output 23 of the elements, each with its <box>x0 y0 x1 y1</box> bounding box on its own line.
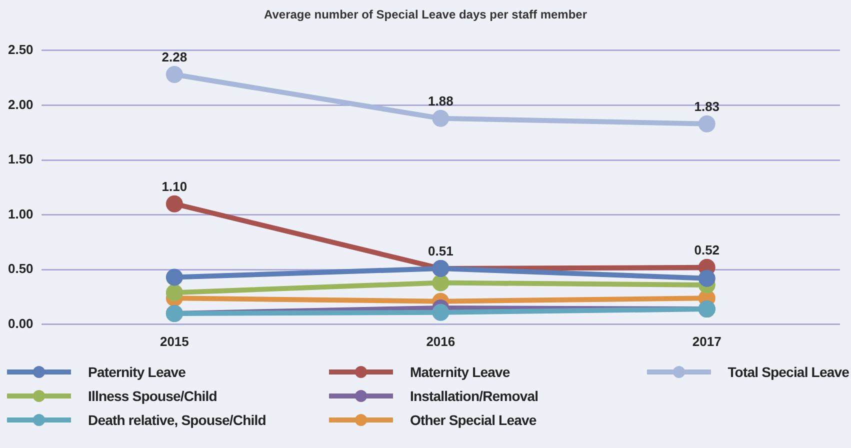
x-tick-label: 2015 <box>160 334 189 349</box>
legend-label: Total Special Leave <box>728 364 849 380</box>
x-tick-label: 2016 <box>426 334 456 349</box>
legend-label: Installation/Removal <box>410 388 538 404</box>
data-label: 0.52 <box>694 242 720 258</box>
y-tick-label: 2.50 <box>8 42 34 57</box>
legend-label: Maternity Leave <box>410 364 510 380</box>
legend-label: Other Special Leave <box>410 412 536 428</box>
y-tick-label: 2.00 <box>8 96 34 112</box>
y-tick-label: 0.00 <box>8 316 34 331</box>
legend-label: Illness Spouse/Child <box>88 388 217 404</box>
data-label: 1.83 <box>694 98 720 114</box>
y-tick-label: 1.00 <box>8 206 34 222</box>
y-tick-label: 0.50 <box>8 261 34 276</box>
x-tick-label: 2017 <box>692 334 722 349</box>
data-label: 1.88 <box>428 93 454 108</box>
chart-title: Average number of Special Leave days per staff member <box>264 8 588 22</box>
y-tick-label: 1.50 <box>8 152 34 167</box>
legend-label: Paternity Leave <box>88 364 186 380</box>
data-label: 1.10 <box>162 178 188 194</box>
data-label: 0.51 <box>428 244 454 259</box>
legend-label: Death relative, Spouse/Child <box>88 412 266 428</box>
data-label: 2.28 <box>162 50 188 65</box>
